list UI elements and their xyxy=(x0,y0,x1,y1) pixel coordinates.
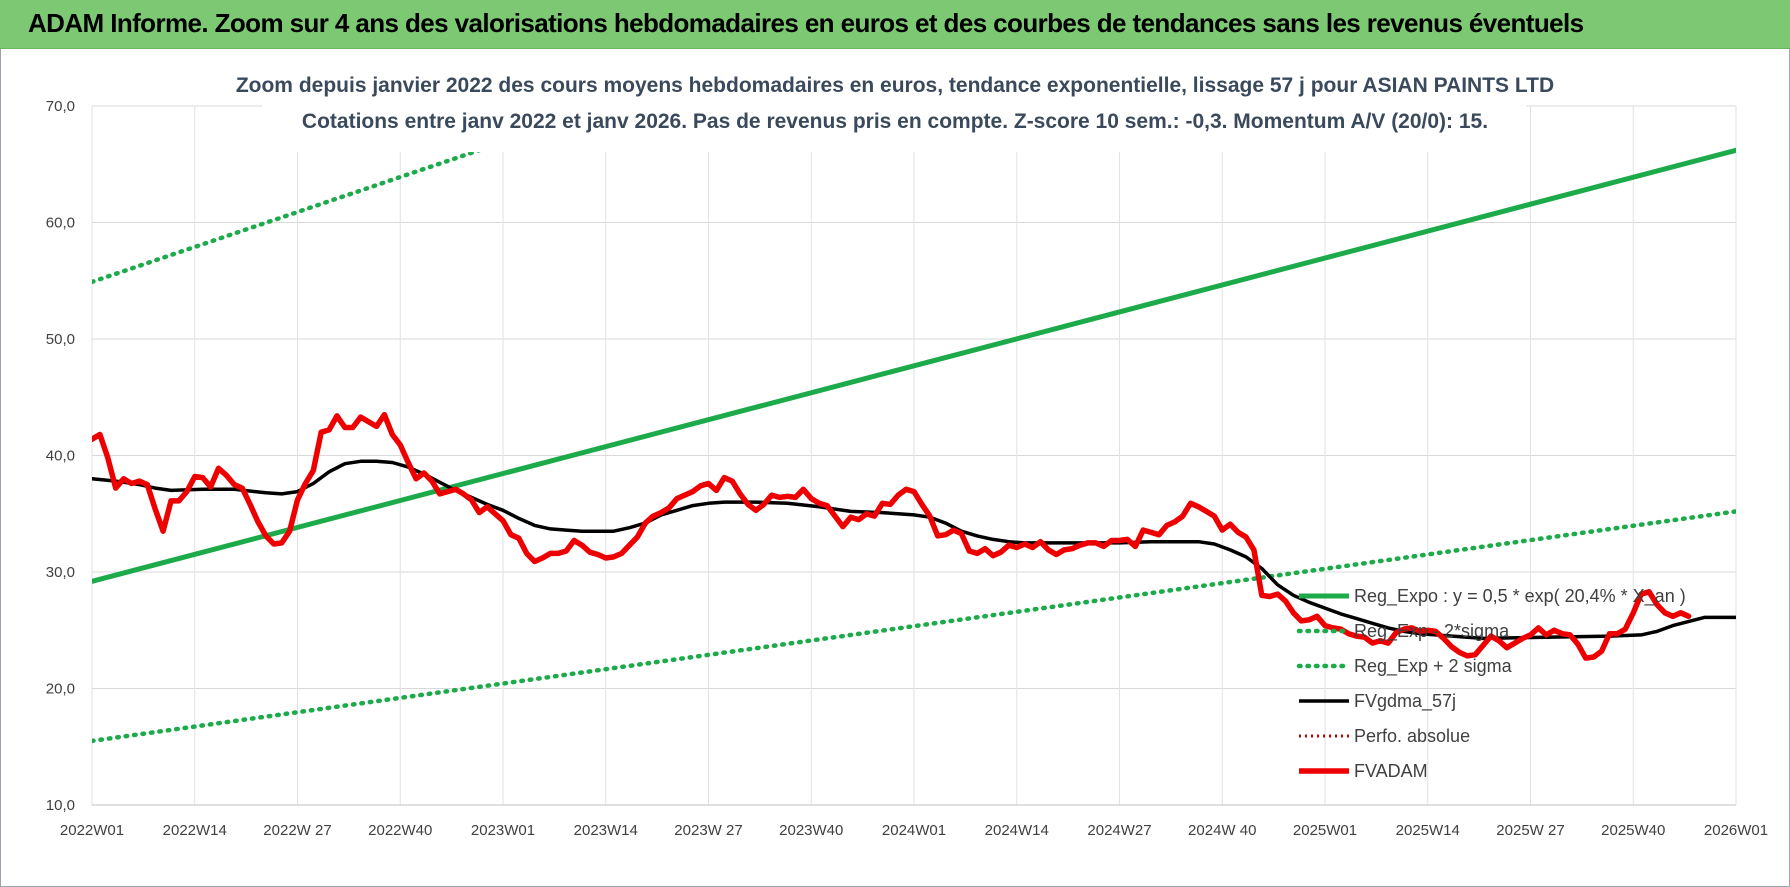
legend-label: FVADAM xyxy=(1354,761,1428,781)
x-tick-label: 2023W01 xyxy=(471,822,535,839)
x-tick-label: 2025W01 xyxy=(1293,822,1357,839)
y-tick-label: 40,0 xyxy=(46,448,75,465)
x-tick-label: 2025W 27 xyxy=(1496,822,1564,839)
x-tick-label: 2023W14 xyxy=(574,822,638,839)
page-title: ADAM Informe. Zoom sur 4 ans des valoris… xyxy=(28,8,1584,38)
x-tick-label: 2022W01 xyxy=(60,822,124,839)
x-axis-ticks: 2022W01 2022W14 2022W 27 2022W40 2023W01 2023… xyxy=(60,822,1768,839)
x-tick-label: 2024W 40 xyxy=(1188,822,1256,839)
legend-label: Perfo. absolue xyxy=(1354,726,1470,746)
x-tick-label: 2023W 27 xyxy=(674,822,742,839)
x-tick-label: 2022W 27 xyxy=(263,822,331,839)
x-tick-label: 2024W14 xyxy=(985,822,1049,839)
legend-label: FVgdma_57j xyxy=(1354,691,1456,712)
x-tick-label: 2024W27 xyxy=(1087,822,1151,839)
chart-title-line-1: Zoom depuis janvier 2022 des cours moyen… xyxy=(236,74,1554,97)
smoothed-line-57j xyxy=(92,459,1736,641)
legend: Reg_Expo : y = 0,5 * exp( 20,4% * X_an )… xyxy=(1296,586,1686,781)
chart-title-line-2: Cotations entre janv 2022 et janv 2026. … xyxy=(302,110,1488,133)
x-tick-label: 2025W14 xyxy=(1396,822,1460,839)
legend-label: Reg_Expo : y = 0,5 * exp( 20,4% * X_an ) xyxy=(1354,586,1686,607)
y-tick-label: 30,0 xyxy=(46,564,75,581)
price-line-fvadam xyxy=(92,411,1692,661)
x-tick-label: 2024W01 xyxy=(882,822,946,839)
x-tick-label: 2026W01 xyxy=(1704,822,1768,839)
y-tick-label: 60,0 xyxy=(46,215,75,232)
grid-lines xyxy=(91,105,1737,806)
x-tick-label: 2023W40 xyxy=(779,822,843,839)
header-banner: ADAM Informe. Zoom sur 4 ans des valoris… xyxy=(0,0,1790,49)
chart-title-box xyxy=(262,64,1526,152)
y-axis-ticks: 10,0 20,0 30,0 40,0 50,0 60,0 70,0 xyxy=(46,98,75,814)
y-tick-label: 50,0 xyxy=(46,331,75,348)
x-tick-label: 2022W40 xyxy=(368,822,432,839)
y-tick-label: 20,0 xyxy=(46,681,75,698)
x-tick-label: 2022W14 xyxy=(163,822,227,839)
y-tick-label: 10,0 xyxy=(46,797,75,814)
y-tick-label: 70,0 xyxy=(46,98,75,115)
x-tick-label: 2025W40 xyxy=(1601,822,1665,839)
legend-label: Reg_Exp + 2 sigma xyxy=(1354,656,1513,677)
trend-line-minus-2-sigma xyxy=(92,509,1736,744)
trend-line-expo xyxy=(92,147,1736,584)
legend-label: Reg_Exp - 2*sigma xyxy=(1354,621,1510,642)
